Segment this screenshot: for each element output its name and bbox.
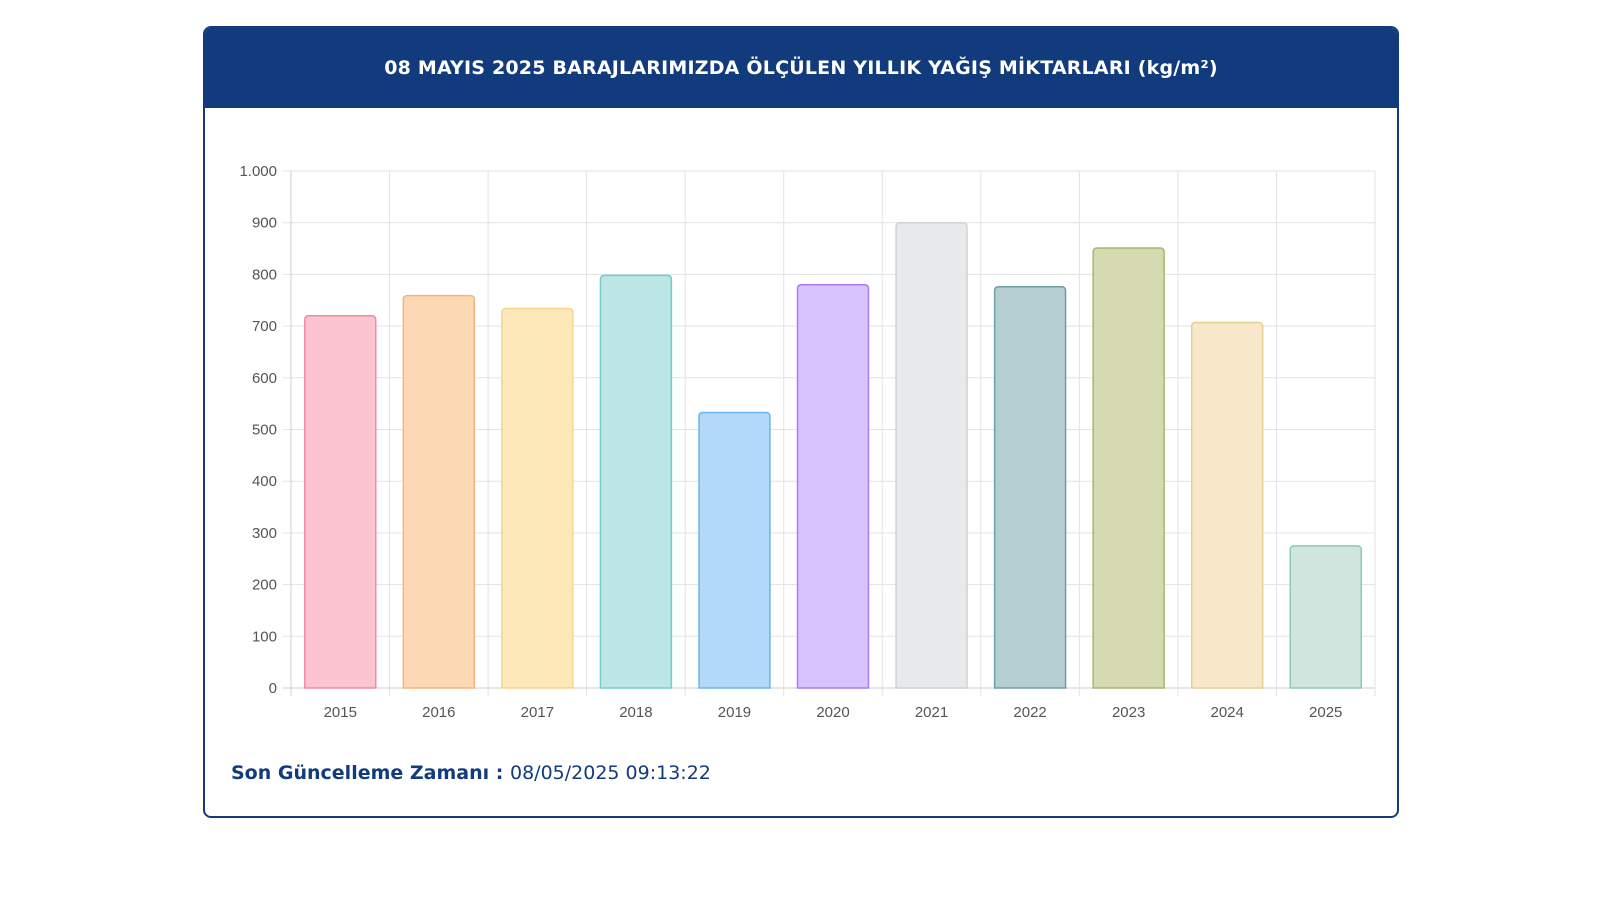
x-tick-label: 2023 [1112, 704, 1145, 721]
x-tick-label: 2021 [915, 704, 948, 721]
last-update: Son Güncelleme Zamanı : 08/05/2025 09:13… [231, 762, 711, 784]
x-tick-label: 2025 [1309, 704, 1342, 721]
y-tick-label: 200 [252, 577, 277, 594]
y-tick-label: 400 [252, 473, 277, 490]
last-update-timestamp: 08/05/2025 09:13:22 [509, 762, 711, 784]
x-tick-label: 2015 [324, 704, 357, 721]
y-tick-label: 1.000 [239, 163, 277, 180]
y-tick-label: 800 [252, 266, 277, 283]
y-tick-label: 700 [252, 318, 277, 335]
y-tick-label: 600 [252, 370, 277, 387]
y-tick-label: 300 [252, 525, 277, 542]
bar-2020 [796, 283, 870, 689]
bar-2018 [599, 274, 673, 689]
bar-2025 [1289, 545, 1362, 689]
bar-2022 [993, 286, 1067, 689]
bar-chart: 0 100 200 300 400 500 600 700 800 900 1.000 2015 201… [239, 163, 1376, 721]
x-tick-label: 2022 [1013, 704, 1046, 721]
last-update-separator: : [489, 762, 510, 784]
x-tick-label: 2020 [816, 704, 849, 721]
x-tick-label: 2018 [619, 704, 652, 721]
y-tick-label: 500 [252, 422, 277, 439]
bar-2016 [402, 294, 476, 689]
x-tick-label: 2019 [718, 704, 751, 721]
bar-2023 [1092, 247, 1165, 689]
y-tick-label: 100 [252, 628, 277, 645]
chart-area: 0 100 200 300 400 500 600 700 800 900 1.000 2015 201… [205, 108, 1397, 748]
last-update-label: Son Güncelleme Zamanı [231, 762, 490, 784]
bar-2019 [698, 411, 771, 689]
x-tick-label: 2024 [1210, 704, 1243, 721]
bar-2021 [895, 221, 968, 689]
chart-header: 08 MAYIS 2025 BARAJLARIMIZDA ÖLÇÜLEN YIL… [205, 28, 1397, 108]
bar-2017 [501, 307, 574, 689]
chart-card: 08 MAYIS 2025 BARAJLARIMIZDA ÖLÇÜLEN YIL… [203, 26, 1399, 818]
x-tick-label: 2016 [422, 704, 455, 721]
chart-title: 08 MAYIS 2025 BARAJLARIMIZDA ÖLÇÜLEN YIL… [384, 57, 1218, 79]
x-tick-label: 2017 [521, 704, 554, 721]
bar-2024 [1190, 321, 1264, 689]
y-tick-label: 900 [252, 215, 277, 232]
bar-2015 [304, 315, 377, 689]
y-tick-label: 0 [269, 680, 277, 697]
